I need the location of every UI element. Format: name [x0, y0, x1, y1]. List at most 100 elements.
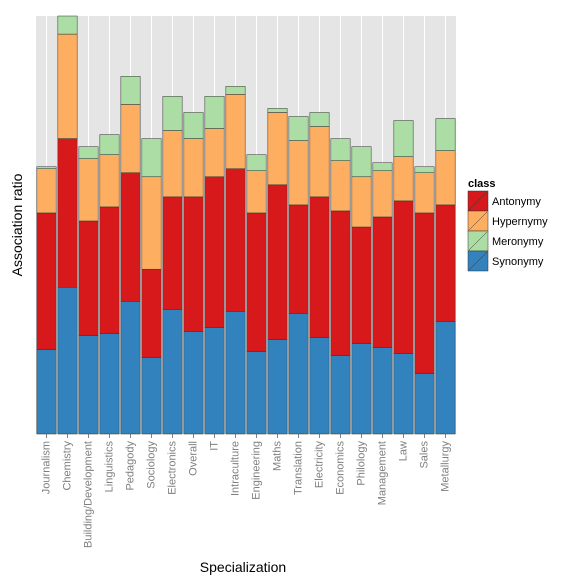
- bar-segment-antonymy: [57, 138, 78, 288]
- bar-segment-antonymy: [162, 196, 183, 310]
- x-axis-title: Specialization: [200, 559, 286, 575]
- x-tick-label: Overall: [187, 441, 199, 476]
- bar-segment-antonymy: [120, 172, 141, 302]
- bar-segment-antonymy: [267, 184, 288, 340]
- x-tick-label: Intraculture: [229, 441, 241, 496]
- bar-segment-meronymy: [225, 86, 246, 95]
- bar-segment-synonymy: [330, 355, 351, 435]
- bar-segment-meronymy: [162, 96, 183, 131]
- bar-segment-hypernymy: [267, 112, 288, 186]
- bar-segment-hypernymy: [330, 160, 351, 212]
- x-tick-label: Electricity: [313, 441, 325, 489]
- bar-segment-antonymy: [435, 204, 456, 322]
- bar-segment-synonymy: [225, 311, 246, 435]
- x-tick-label: Building/Development: [82, 441, 94, 548]
- bar-segment-hypernymy: [120, 104, 141, 173]
- bar-segment-antonymy: [351, 226, 372, 344]
- bar-segment-synonymy: [204, 327, 225, 435]
- x-tick-label: IT: [208, 441, 220, 451]
- bar-segment-meronymy: [351, 146, 372, 178]
- bar-segment-synonymy: [120, 301, 141, 435]
- legend-label-antonymy: Antonymy: [492, 196, 541, 208]
- bar-segment-meronymy: [414, 166, 435, 174]
- bar-segment-antonymy: [204, 176, 225, 328]
- bar-segment-synonymy: [78, 335, 99, 435]
- x-tick-label: Metallurgy: [439, 441, 451, 492]
- bar-segment-hypernymy: [246, 170, 267, 214]
- legend-key-slash: [468, 231, 488, 251]
- bar-segment-hypernymy: [36, 168, 57, 214]
- x-tick-label: Management: [376, 441, 388, 505]
- bar-segment-antonymy: [246, 212, 267, 352]
- bar-segment-hypernymy: [99, 154, 120, 208]
- bar-segment-meronymy: [141, 138, 162, 178]
- bar-segment-meronymy: [204, 96, 225, 129]
- bar-segment-synonymy: [267, 339, 288, 435]
- bar-segment-synonymy: [309, 337, 330, 435]
- legend-title: class: [468, 178, 496, 190]
- bar-segment-antonymy: [414, 212, 435, 374]
- bar-segment-synonymy: [183, 331, 204, 435]
- bar-segment-meronymy: [120, 76, 141, 105]
- bar-segment-hypernymy: [288, 140, 309, 206]
- legend-key-slash: [468, 251, 488, 271]
- plot-panel: [36, 16, 456, 434]
- bar-segment-meronymy: [330, 138, 351, 161]
- bar-segment-synonymy: [435, 321, 456, 435]
- bar-segment-hypernymy: [414, 172, 435, 214]
- x-tick-label: Linguistics: [103, 441, 115, 493]
- x-axis: Journalism Chemistry Building/Development L…: [40, 434, 451, 548]
- bar-segment-hypernymy: [183, 138, 204, 198]
- bar-segment-synonymy: [99, 333, 120, 435]
- bar-segment-meronymy: [372, 162, 393, 171]
- x-tick-label: Pedagody: [124, 441, 136, 491]
- bar-segment-synonymy: [162, 309, 183, 435]
- bar-segment-synonymy: [372, 347, 393, 435]
- x-tick-label: Law: [397, 441, 409, 461]
- bar-segment-synonymy: [141, 357, 162, 435]
- bar-segment-meronymy: [246, 154, 267, 171]
- bar-segment-synonymy: [57, 287, 78, 435]
- bar-segment-antonymy: [330, 210, 351, 356]
- bar-segment-meronymy: [78, 146, 99, 159]
- x-tick-label: Sales: [418, 441, 430, 469]
- bar-segment-hypernymy: [351, 176, 372, 228]
- x-tick-label: Translation: [292, 441, 304, 495]
- legend-label-hypernymy: Hypernymy: [492, 216, 548, 228]
- legend: class Antonymy Hypernymy Meronymy Synonymy: [467, 178, 548, 272]
- bar-segment-synonymy: [36, 349, 57, 435]
- bar-segment-hypernymy: [435, 150, 456, 206]
- bar-segment-meronymy: [393, 120, 414, 157]
- bar-segment-antonymy: [36, 212, 57, 350]
- bar-segment-meronymy: [99, 134, 120, 155]
- x-tick-label: Sociology: [145, 441, 157, 489]
- bar-segment-hypernymy: [393, 156, 414, 202]
- bar-segment-hypernymy: [162, 130, 183, 198]
- legend-label-meronymy: Meronymy: [492, 236, 544, 248]
- bar-segment-meronymy: [435, 118, 456, 151]
- legend-key-slash: [468, 191, 488, 211]
- bar-segment-antonymy: [372, 216, 393, 348]
- bar-segment-hypernymy: [372, 170, 393, 218]
- bar-segment-synonymy: [246, 351, 267, 435]
- bar-segment-antonymy: [225, 168, 246, 312]
- bar-segment-meronymy: [288, 116, 309, 141]
- bar-segment-hypernymy: [141, 176, 162, 270]
- bar-segment-meronymy: [309, 112, 330, 127]
- bar-segment-hypernymy: [204, 128, 225, 178]
- bar-segment-antonymy: [78, 220, 99, 336]
- bar-segment-meronymy: [36, 166, 57, 169]
- x-tick-label: Economics: [334, 441, 346, 495]
- bar-segment-meronymy: [267, 108, 288, 113]
- bar-segment-antonymy: [393, 200, 414, 354]
- x-tick-label: Journalism: [40, 441, 52, 494]
- bar-segment-meronymy: [57, 15, 78, 35]
- bar-segment-antonymy: [99, 206, 120, 334]
- bar-segment-antonymy: [288, 204, 309, 314]
- x-tick-label: Chemistry: [61, 441, 73, 491]
- bar-segment-meronymy: [183, 112, 204, 139]
- bar-segment-antonymy: [141, 268, 162, 358]
- y-axis-title: Association ratio: [9, 173, 25, 276]
- bar-segment-hypernymy: [309, 126, 330, 198]
